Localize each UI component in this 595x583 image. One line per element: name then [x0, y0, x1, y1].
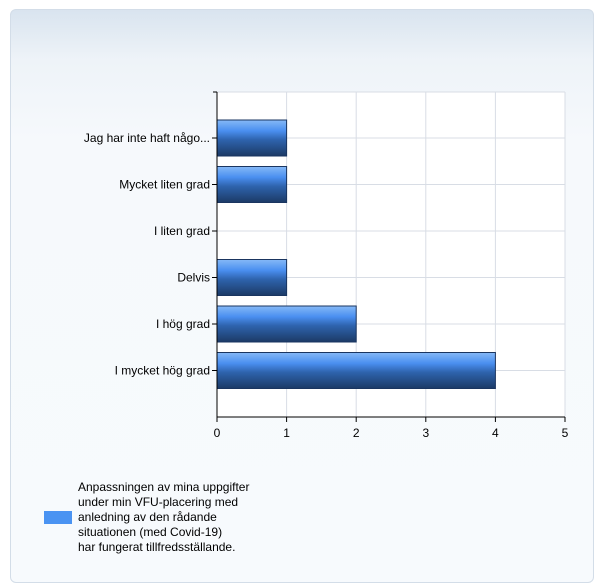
category-label: I hög grad: [156, 317, 210, 331]
x-tick-labels: 0 1 2 3 4 5: [214, 426, 569, 440]
x-tick-label: 1: [283, 426, 290, 440]
bars: [216, 119, 496, 389]
legend-swatch: [44, 511, 72, 524]
x-tick-label: 2: [353, 426, 360, 440]
bar: [216, 166, 288, 203]
bar: [216, 259, 288, 296]
bar: [216, 305, 357, 343]
x-tick-label: 4: [492, 426, 499, 440]
x-tick-label: 3: [422, 426, 429, 440]
category-label: Delvis: [177, 271, 210, 285]
bar: [216, 119, 288, 157]
x-tick-label: 0: [214, 426, 221, 440]
category-label: I liten grad: [154, 224, 210, 238]
category-label: Mycket liten grad: [119, 178, 210, 192]
legend: Anpassningen av mina uppgifter under min…: [44, 480, 318, 555]
legend-label: Anpassningen av mina uppgifter under min…: [78, 480, 250, 554]
y-tick-labels: Jag har inte haft någo... Mycket liten gr…: [84, 131, 210, 378]
axes: [212, 91, 566, 422]
bar: [216, 352, 496, 389]
category-label: Jag har inte haft någo...: [84, 131, 210, 145]
category-label: I mycket hög grad: [115, 364, 210, 378]
x-tick-label: 5: [562, 426, 569, 440]
